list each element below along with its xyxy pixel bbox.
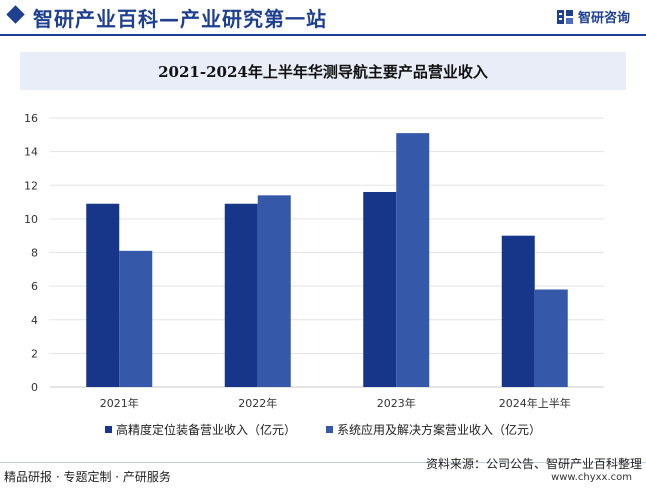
footer-services: 精品研报 · 专题定制 · 产研服务 — [4, 470, 171, 484]
legend-swatch-series-1 — [104, 426, 112, 433]
legend: 高精度定位装备营业收入（亿元） 系统应用及解决方案营业收入（亿元） — [0, 421, 646, 438]
brand-logo-icon — [556, 9, 573, 24]
header: 智研产业百科—产业研究第一站 智研咨询 — [0, 0, 646, 36]
x-tick-label: 2022年 — [238, 396, 277, 410]
y-tick-label: 2 — [31, 347, 38, 360]
x-tick-label: 2024年上半年 — [499, 396, 571, 410]
y-tick-label: 10 — [24, 213, 38, 226]
legend-item-series-2[interactable]: 系统应用及解决方案营业收入（亿元） — [326, 421, 541, 438]
brand[interactable]: 智研咨询 — [556, 7, 630, 26]
x-tick-label: 2021年 — [100, 396, 139, 410]
chart-title: 2021-2024年上半年华测导航主要产品营业收入 — [158, 63, 488, 81]
bar-series-2-3 — [396, 133, 430, 387]
legend-swatch-series-2 — [326, 426, 333, 433]
header-title: 智研产业百科—产业研究第一站 — [33, 7, 327, 31]
bar-series-1-1 — [86, 203, 120, 387]
legend-label-series-2: 系统应用及解决方案营业收入（亿元） — [337, 423, 542, 437]
y-tick-label: 8 — [31, 247, 38, 260]
chart-title-band: 2021-2024年上半年华测导航主要产品营业收入 — [20, 52, 626, 90]
bar-series-1-4 — [501, 235, 535, 387]
legend-label-series-1: 高精度定位装备营业收入（亿元） — [115, 423, 296, 437]
footer-source: 资料来源：公司公告、智研产业百科整理 — [425, 457, 642, 471]
legend-item-series-1[interactable]: 高精度定位装备营业收入（亿元） — [104, 421, 296, 438]
y-tick-label: 16 — [24, 112, 38, 125]
header-divider — [0, 34, 646, 36]
y-tick-label: 6 — [31, 280, 38, 293]
bar-series-1-2 — [224, 203, 258, 387]
x-tick-label: 2023年 — [377, 396, 416, 410]
y-tick-label: 0 — [31, 381, 38, 394]
brand-name: 智研咨询 — [577, 11, 630, 26]
footer-divider — [0, 462, 646, 463]
diamond-icon — [6, 5, 25, 24]
bar-chart: 0 2 4 6 8 10 12 14 16 2021年 2022年 2023年 2024年上半年 — [24, 112, 604, 410]
bar-series-2-4 — [534, 289, 568, 387]
y-tick-label: 12 — [24, 179, 38, 192]
bar-series-2-2 — [257, 195, 291, 387]
y-tick-label: 14 — [24, 146, 38, 159]
footer-url[interactable]: www.chyxx.com — [551, 472, 632, 483]
bar-series-2-1 — [119, 250, 153, 387]
y-tick-label: 4 — [31, 314, 38, 327]
bar-series-1-3 — [363, 191, 397, 387]
